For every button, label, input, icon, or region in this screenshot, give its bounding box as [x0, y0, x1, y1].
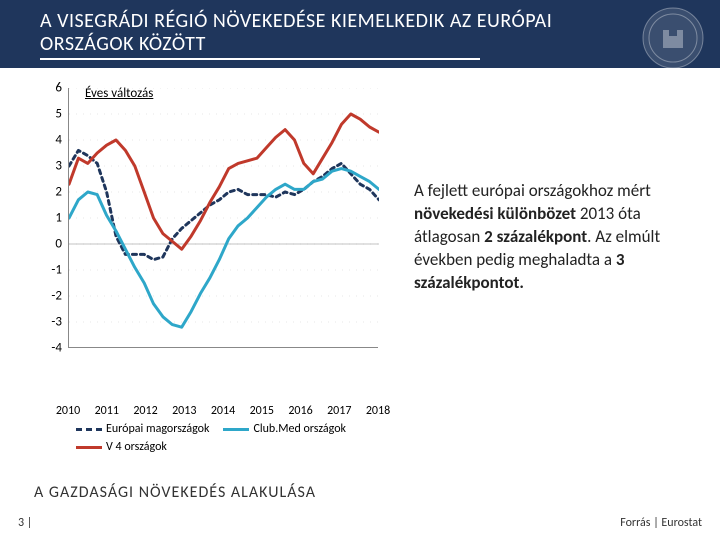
xtick-label: 2012	[133, 404, 157, 418]
legend-item: Club.Med országok	[223, 422, 346, 436]
ytick-label: 3	[30, 159, 62, 174]
title-bar: A VISEGRÁDI RÉGIÓ NÖVEKEDÉSE KIEMELKEDIK…	[0, 0, 720, 68]
title-underline	[40, 58, 480, 60]
ytick-label: 5	[30, 107, 62, 122]
xtick-label: 2014	[211, 404, 235, 418]
source-label: Forrás | Eurostat	[620, 516, 702, 530]
ytick-label: -2	[30, 289, 62, 304]
xtick-label: 2018	[366, 404, 390, 418]
page-number: 3 |	[18, 516, 32, 530]
ytick-label: -3	[30, 315, 62, 330]
xtick-label: 2015	[250, 404, 274, 418]
legend-item: V 4 országok	[76, 440, 167, 454]
body-text: A fejlett európai országokhoz mért növek…	[414, 180, 700, 295]
xtick-label: 2011	[95, 404, 119, 418]
body-bold: 2 százalékpont	[484, 226, 587, 247]
ytick-label: 6	[30, 81, 62, 96]
line-chart: -4-3-2-101234562010201120122013201420152…	[30, 80, 390, 400]
legend-item: Európai magországok	[76, 422, 209, 436]
legend-label: Club.Med országok	[253, 422, 346, 436]
seal-icon	[641, 6, 705, 70]
legend-label: V 4 országok	[106, 440, 167, 454]
ytick-label: -4	[30, 341, 62, 356]
ytick-label: 0	[30, 237, 62, 252]
text-column: A fejlett európai országokhoz mért növek…	[414, 80, 700, 454]
legend-swatch	[223, 428, 249, 431]
legend-label: Európai magországok	[106, 422, 209, 436]
page-title: A VISEGRÁDI RÉGIÓ NÖVEKEDÉSE KIEMELKEDIK…	[40, 10, 560, 56]
ytick-label: -1	[30, 263, 62, 278]
ytick-label: 2	[30, 185, 62, 200]
ytick-label: 4	[30, 133, 62, 148]
body-bold: növekedési különbözet	[414, 203, 576, 224]
body-span: A fejlett európai országokhoz mért	[414, 180, 651, 201]
legend-swatch	[76, 428, 102, 431]
xtick-label: 2017	[327, 404, 351, 418]
ytick-label: 1	[30, 211, 62, 226]
section-subtitle: A GAZDASÁGI NÖVEKEDÉS ALAKULÁSA	[34, 483, 316, 502]
xtick-label: 2013	[172, 404, 196, 418]
xtick-label: 2010	[56, 404, 80, 418]
content-row: Éves változás -4-3-2-1012345620102011201…	[0, 68, 720, 454]
chart-legend: Európai magországok Club.Med országok V 4 …	[76, 422, 400, 454]
legend-swatch	[76, 446, 102, 449]
chart-column: Éves változás -4-3-2-1012345620102011201…	[30, 80, 400, 454]
xtick-label: 2016	[288, 404, 312, 418]
